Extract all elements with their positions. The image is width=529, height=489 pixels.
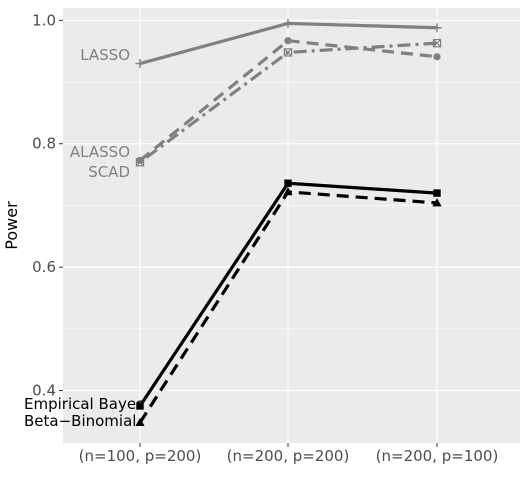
grid-layer: [63, 8, 520, 443]
plus-marker: [283, 18, 293, 28]
y-tick-label: 0.6: [32, 258, 56, 276]
y-tick-label: 0.4: [32, 382, 56, 400]
triangle-marker: [432, 198, 442, 207]
circle-marker: [284, 37, 292, 45]
series-label: LASSO: [80, 46, 130, 64]
triangle-marker: [135, 417, 145, 427]
series-lasso: [135, 18, 442, 69]
circle-marker: [433, 53, 441, 61]
boxed-x-marker-cross: [284, 48, 292, 57]
boxed-x-marker: [432, 38, 442, 48]
series-label: ALASSO: [70, 143, 130, 161]
y-tick-label: 0.8: [32, 135, 56, 153]
series-label: SCAD: [88, 163, 130, 181]
plus-marker: [135, 59, 145, 69]
series-empirical-bayes: [136, 179, 441, 410]
boxed-x-marker: [283, 48, 293, 57]
x-tick-label: (n=100, p=200): [79, 447, 202, 465]
triangle-marker: [283, 187, 293, 196]
x-tick-label: (n=200, p=200): [227, 447, 350, 465]
x-tick-label: (n=200, p=100): [376, 447, 499, 465]
axis-layer: 0.4 0.6 0.8 1.0 (n=100, p=200) (n=200, p=200)…: [32, 11, 498, 465]
plus-marker: [432, 23, 442, 33]
boxed-x-marker-cross: [433, 39, 441, 48]
series-layer: [135, 18, 442, 427]
square-marker: [136, 402, 144, 410]
square-marker: [284, 179, 292, 187]
y-axis-title: Power: [2, 201, 21, 250]
square-marker: [433, 189, 441, 197]
series-beta-binomial: [135, 187, 442, 427]
y-tick-label: 1.0: [32, 11, 56, 29]
series-label: Empirical Bayes: [24, 395, 144, 413]
boxed-x-marker: [135, 158, 145, 167]
plot-panel: [63, 8, 520, 443]
series-scad: [135, 38, 442, 167]
label-layer: LASSO ALASSO SCAD Empirical BayesBeta−Binom…: [24, 46, 144, 430]
boxed-x-marker-cross: [136, 158, 144, 167]
series-label: Beta−Binomial: [24, 412, 136, 430]
